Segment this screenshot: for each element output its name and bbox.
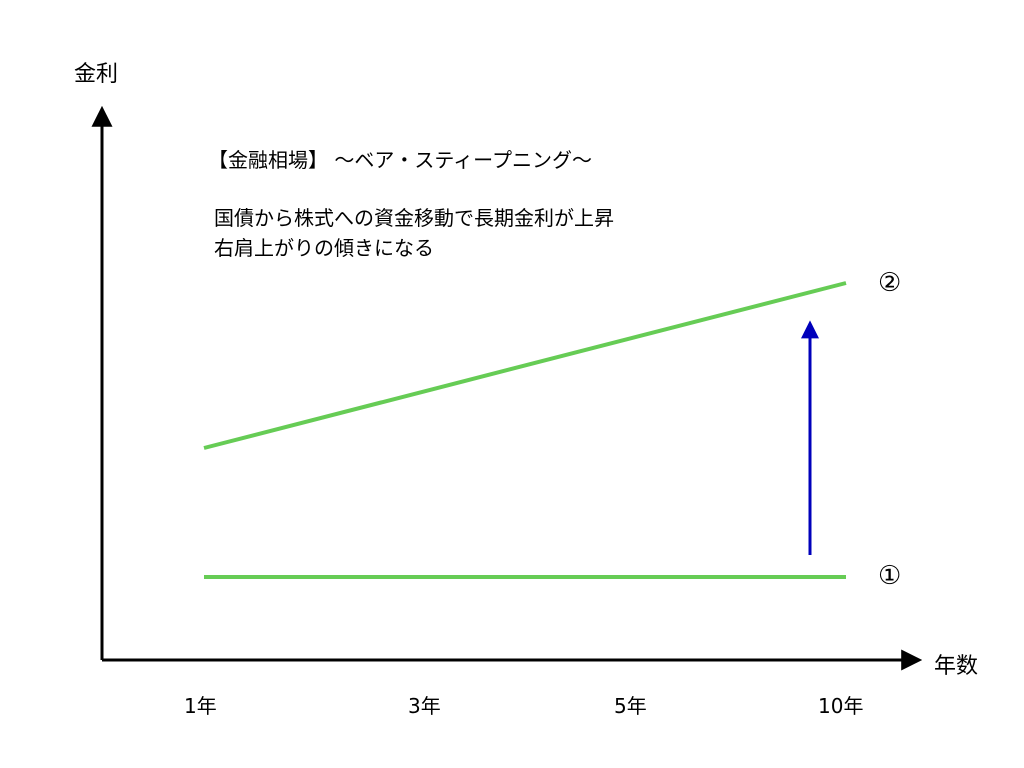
x-tick-1y: 1年 — [184, 694, 217, 718]
yield-curve-2-steep — [203, 281, 847, 450]
curve-2-marker: ② — [878, 268, 902, 298]
description-line-1: 国債から株式への資金移動で長期金利が上昇 — [214, 206, 614, 230]
x-tick-3y: 3年 — [408, 694, 441, 718]
diagram-heading: 【金融相場】 〜ベア・スティープニング〜 — [208, 148, 592, 172]
description-line-2: 右肩上がりの傾きになる — [214, 236, 434, 260]
x-axis-label: 年数 — [934, 654, 979, 679]
x-tick-5y: 5年 — [614, 694, 647, 718]
y-axis-label: 金利 — [74, 62, 119, 87]
x-tick-10y: 10年 — [818, 694, 864, 718]
curve-1-marker: ① — [878, 561, 902, 591]
